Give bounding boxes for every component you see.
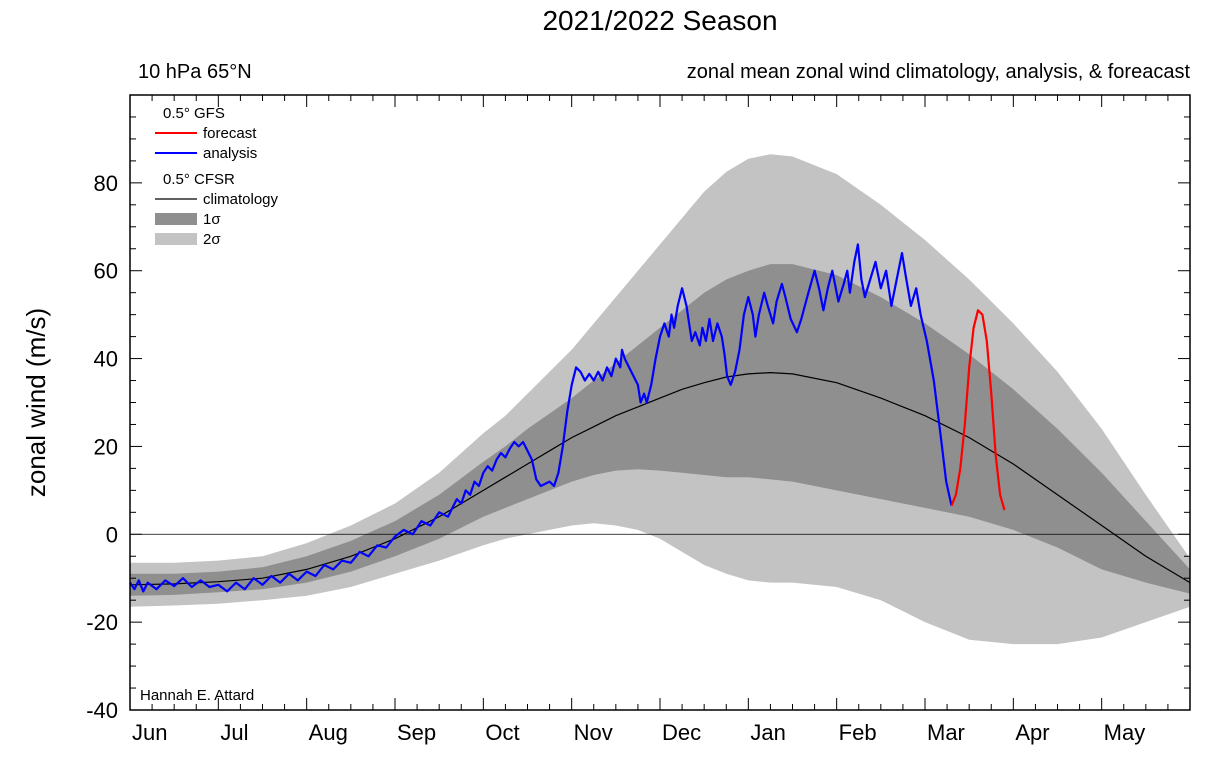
y-axis-label: zonal wind (m/s): [21, 308, 51, 497]
legend-label: climatology: [203, 191, 279, 208]
y-tick-label: 80: [94, 171, 118, 196]
chart-container: 2021/2022 Season 10 hPa 65°N zonal mean zo…: [0, 0, 1206, 779]
x-tick-label: Aug: [309, 720, 348, 745]
x-tick-label: Nov: [574, 720, 613, 745]
x-tick-label: Dec: [662, 720, 701, 745]
legend-swatch: [155, 213, 197, 225]
legend-label: 1σ: [203, 211, 221, 228]
x-tick-label: Oct: [485, 720, 519, 745]
chart-title: 2021/2022 Season: [542, 5, 777, 36]
x-tick-label: Mar: [927, 720, 965, 745]
x-tick-label: Sep: [397, 720, 436, 745]
legend-label: forecast: [203, 125, 257, 142]
y-tick-label: 60: [94, 259, 118, 284]
legend-label: 2σ: [203, 231, 221, 248]
x-tick-label: Apr: [1015, 720, 1049, 745]
legend-header-cfsr: 0.5° CFSR: [163, 171, 235, 188]
credit-text: Hannah E. Attard: [140, 687, 254, 704]
x-tick-label: Jul: [220, 720, 248, 745]
y-tick-label: -20: [86, 610, 118, 635]
legend-header-gfs: 0.5° GFS: [163, 105, 225, 122]
x-tick-label: Jan: [750, 720, 785, 745]
subtitle-left: 10 hPa 65°N: [138, 61, 252, 83]
y-tick-label: 20: [94, 434, 118, 459]
x-tick-label: May: [1104, 720, 1146, 745]
y-tick-label: -40: [86, 698, 118, 723]
x-tick-label: Jun: [132, 720, 167, 745]
x-tick-label: Feb: [839, 720, 877, 745]
y-tick-label: 0: [106, 522, 118, 547]
legend-label: analysis: [203, 145, 257, 162]
legend-swatch: [155, 233, 197, 245]
chart-svg: 2021/2022 Season 10 hPa 65°N zonal mean zo…: [0, 0, 1206, 779]
subtitle-right: zonal mean zonal wind climatology, analy…: [687, 61, 1191, 83]
y-tick-label: 40: [94, 347, 118, 372]
